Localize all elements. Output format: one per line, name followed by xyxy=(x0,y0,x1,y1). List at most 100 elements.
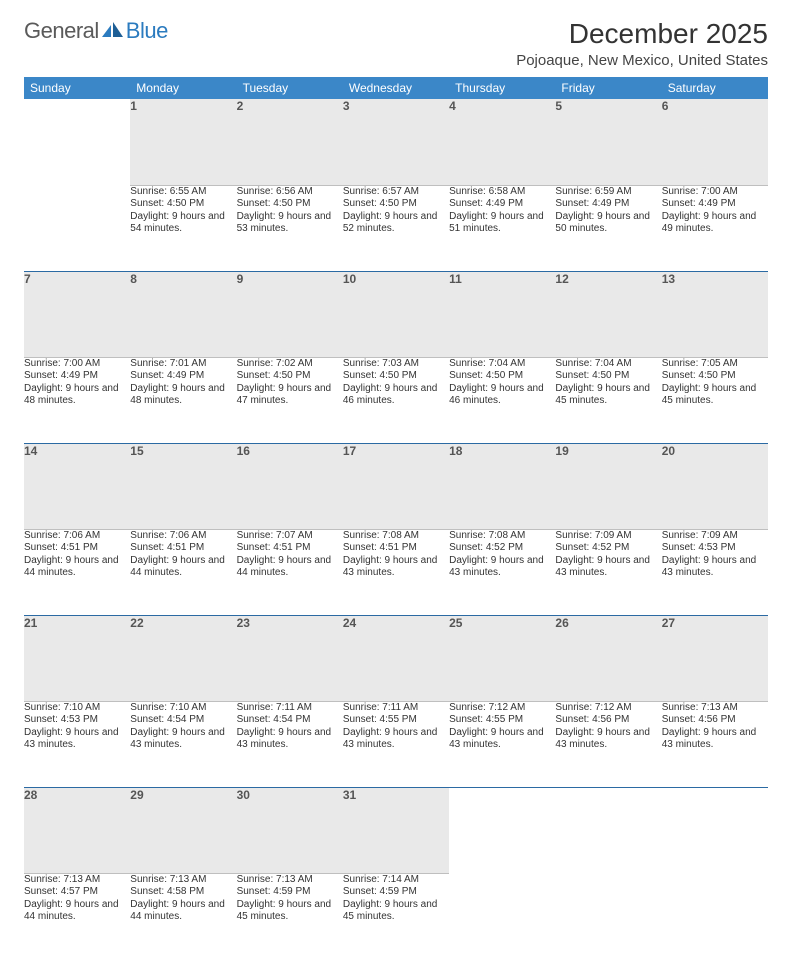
day-number-row: 123456 xyxy=(24,99,768,185)
day-content-cell: Sunrise: 7:01 AMSunset: 4:49 PMDaylight:… xyxy=(130,357,236,443)
day-number-cell: 8 xyxy=(130,271,236,357)
day-content-cell: Sunrise: 7:09 AMSunset: 4:53 PMDaylight:… xyxy=(662,529,768,615)
sunrise-line: Sunrise: 7:11 AM xyxy=(237,702,343,715)
day-content-cell: Sunrise: 7:00 AMSunset: 4:49 PMDaylight:… xyxy=(24,357,130,443)
daylight-line: Daylight: 9 hours and 43 minutes. xyxy=(449,555,555,580)
title-block: December 2025 Pojoaque, New Mexico, Unit… xyxy=(516,18,768,69)
daylight-line: Daylight: 9 hours and 44 minutes. xyxy=(24,899,130,924)
day-number-cell: 3 xyxy=(343,99,449,185)
day-number-cell: 14 xyxy=(24,443,130,529)
day-content-cell: Sunrise: 7:09 AMSunset: 4:52 PMDaylight:… xyxy=(555,529,661,615)
day-content-cell: Sunrise: 7:13 AMSunset: 4:56 PMDaylight:… xyxy=(662,701,768,787)
sunset-line: Sunset: 4:53 PM xyxy=(662,542,768,555)
sunrise-line: Sunrise: 7:05 AM xyxy=(662,358,768,371)
sunset-line: Sunset: 4:54 PM xyxy=(130,714,236,727)
day-number-row: 14151617181920 xyxy=(24,443,768,529)
brand-logo: General Blue xyxy=(24,18,168,44)
day-number-cell: 4 xyxy=(449,99,555,185)
day-number-row: 28293031 xyxy=(24,787,768,873)
brand-part1: General xyxy=(24,18,99,44)
daylight-line: Daylight: 9 hours and 45 minutes. xyxy=(237,899,343,924)
day-number-cell xyxy=(555,787,661,873)
sunset-line: Sunset: 4:57 PM xyxy=(24,886,130,899)
sunset-line: Sunset: 4:49 PM xyxy=(555,198,661,211)
location-text: Pojoaque, New Mexico, United States xyxy=(516,52,768,69)
day-content-cell: Sunrise: 7:00 AMSunset: 4:49 PMDaylight:… xyxy=(662,185,768,271)
sunset-line: Sunset: 4:50 PM xyxy=(237,370,343,383)
daylight-line: Daylight: 9 hours and 46 minutes. xyxy=(343,383,449,408)
day-number-cell: 6 xyxy=(662,99,768,185)
day-number-cell: 21 xyxy=(24,615,130,701)
daylight-line: Daylight: 9 hours and 43 minutes. xyxy=(343,555,449,580)
sunrise-line: Sunrise: 7:00 AM xyxy=(24,358,130,371)
sunrise-line: Sunrise: 7:02 AM xyxy=(237,358,343,371)
sunset-line: Sunset: 4:56 PM xyxy=(555,714,661,727)
weekday-header: Monday xyxy=(130,77,236,99)
day-content-cell: Sunrise: 7:06 AMSunset: 4:51 PMDaylight:… xyxy=(130,529,236,615)
weekday-header-row: SundayMondayTuesdayWednesdayThursdayFrid… xyxy=(24,77,768,99)
sunrise-line: Sunrise: 7:13 AM xyxy=(237,874,343,887)
day-content-cell: Sunrise: 6:56 AMSunset: 4:50 PMDaylight:… xyxy=(237,185,343,271)
weekday-header: Thursday xyxy=(449,77,555,99)
sunrise-line: Sunrise: 7:03 AM xyxy=(343,358,449,371)
day-number-cell: 23 xyxy=(237,615,343,701)
sunset-line: Sunset: 4:59 PM xyxy=(343,886,449,899)
sunrise-line: Sunrise: 6:57 AM xyxy=(343,186,449,199)
daylight-line: Daylight: 9 hours and 54 minutes. xyxy=(130,211,236,236)
daylight-line: Daylight: 9 hours and 44 minutes. xyxy=(24,555,130,580)
sunrise-line: Sunrise: 7:04 AM xyxy=(555,358,661,371)
daylight-line: Daylight: 9 hours and 43 minutes. xyxy=(449,727,555,752)
daylight-line: Daylight: 9 hours and 43 minutes. xyxy=(130,727,236,752)
day-number-cell: 24 xyxy=(343,615,449,701)
sunrise-line: Sunrise: 6:59 AM xyxy=(555,186,661,199)
day-number-cell: 29 xyxy=(130,787,236,873)
month-title: December 2025 xyxy=(516,18,768,50)
weekday-header: Tuesday xyxy=(237,77,343,99)
daylight-line: Daylight: 9 hours and 44 minutes. xyxy=(130,899,236,924)
daylight-line: Daylight: 9 hours and 44 minutes. xyxy=(130,555,236,580)
day-number-cell: 20 xyxy=(662,443,768,529)
day-content-cell: Sunrise: 7:08 AMSunset: 4:52 PMDaylight:… xyxy=(449,529,555,615)
sunset-line: Sunset: 4:49 PM xyxy=(449,198,555,211)
day-number-cell xyxy=(662,787,768,873)
calendar-body: 123456Sunrise: 6:55 AMSunset: 4:50 PMDay… xyxy=(24,99,768,959)
day-content-cell: Sunrise: 6:57 AMSunset: 4:50 PMDaylight:… xyxy=(343,185,449,271)
day-number-cell: 1 xyxy=(130,99,236,185)
day-number-cell: 10 xyxy=(343,271,449,357)
sunrise-line: Sunrise: 7:04 AM xyxy=(449,358,555,371)
sunrise-line: Sunrise: 7:06 AM xyxy=(130,530,236,543)
day-content-cell: Sunrise: 7:13 AMSunset: 4:59 PMDaylight:… xyxy=(237,873,343,959)
sunset-line: Sunset: 4:51 PM xyxy=(24,542,130,555)
sunrise-line: Sunrise: 7:08 AM xyxy=(449,530,555,543)
day-number-cell: 19 xyxy=(555,443,661,529)
day-number-cell: 13 xyxy=(662,271,768,357)
day-number-cell: 17 xyxy=(343,443,449,529)
daylight-line: Daylight: 9 hours and 43 minutes. xyxy=(24,727,130,752)
day-content-cell: Sunrise: 7:04 AMSunset: 4:50 PMDaylight:… xyxy=(449,357,555,443)
daylight-line: Daylight: 9 hours and 46 minutes. xyxy=(449,383,555,408)
day-content-cell: Sunrise: 7:11 AMSunset: 4:55 PMDaylight:… xyxy=(343,701,449,787)
daylight-line: Daylight: 9 hours and 43 minutes. xyxy=(237,727,343,752)
day-content-cell xyxy=(449,873,555,959)
sunrise-line: Sunrise: 7:09 AM xyxy=(662,530,768,543)
day-content-cell: Sunrise: 7:07 AMSunset: 4:51 PMDaylight:… xyxy=(237,529,343,615)
daylight-line: Daylight: 9 hours and 45 minutes. xyxy=(555,383,661,408)
sunset-line: Sunset: 4:58 PM xyxy=(130,886,236,899)
sunset-line: Sunset: 4:49 PM xyxy=(662,198,768,211)
day-content-cell: Sunrise: 7:11 AMSunset: 4:54 PMDaylight:… xyxy=(237,701,343,787)
sunset-line: Sunset: 4:51 PM xyxy=(237,542,343,555)
day-number-row: 78910111213 xyxy=(24,271,768,357)
sunrise-line: Sunrise: 7:08 AM xyxy=(343,530,449,543)
daylight-line: Daylight: 9 hours and 51 minutes. xyxy=(449,211,555,236)
day-content-cell: Sunrise: 7:10 AMSunset: 4:54 PMDaylight:… xyxy=(130,701,236,787)
sunrise-line: Sunrise: 7:09 AM xyxy=(555,530,661,543)
day-content-cell: Sunrise: 7:13 AMSunset: 4:57 PMDaylight:… xyxy=(24,873,130,959)
day-content-cell xyxy=(662,873,768,959)
day-number-cell: 16 xyxy=(237,443,343,529)
day-number-cell: 31 xyxy=(343,787,449,873)
day-number-cell: 9 xyxy=(237,271,343,357)
day-number-cell: 18 xyxy=(449,443,555,529)
day-content-row: Sunrise: 6:55 AMSunset: 4:50 PMDaylight:… xyxy=(24,185,768,271)
day-content-cell: Sunrise: 7:03 AMSunset: 4:50 PMDaylight:… xyxy=(343,357,449,443)
daylight-line: Daylight: 9 hours and 43 minutes. xyxy=(555,555,661,580)
